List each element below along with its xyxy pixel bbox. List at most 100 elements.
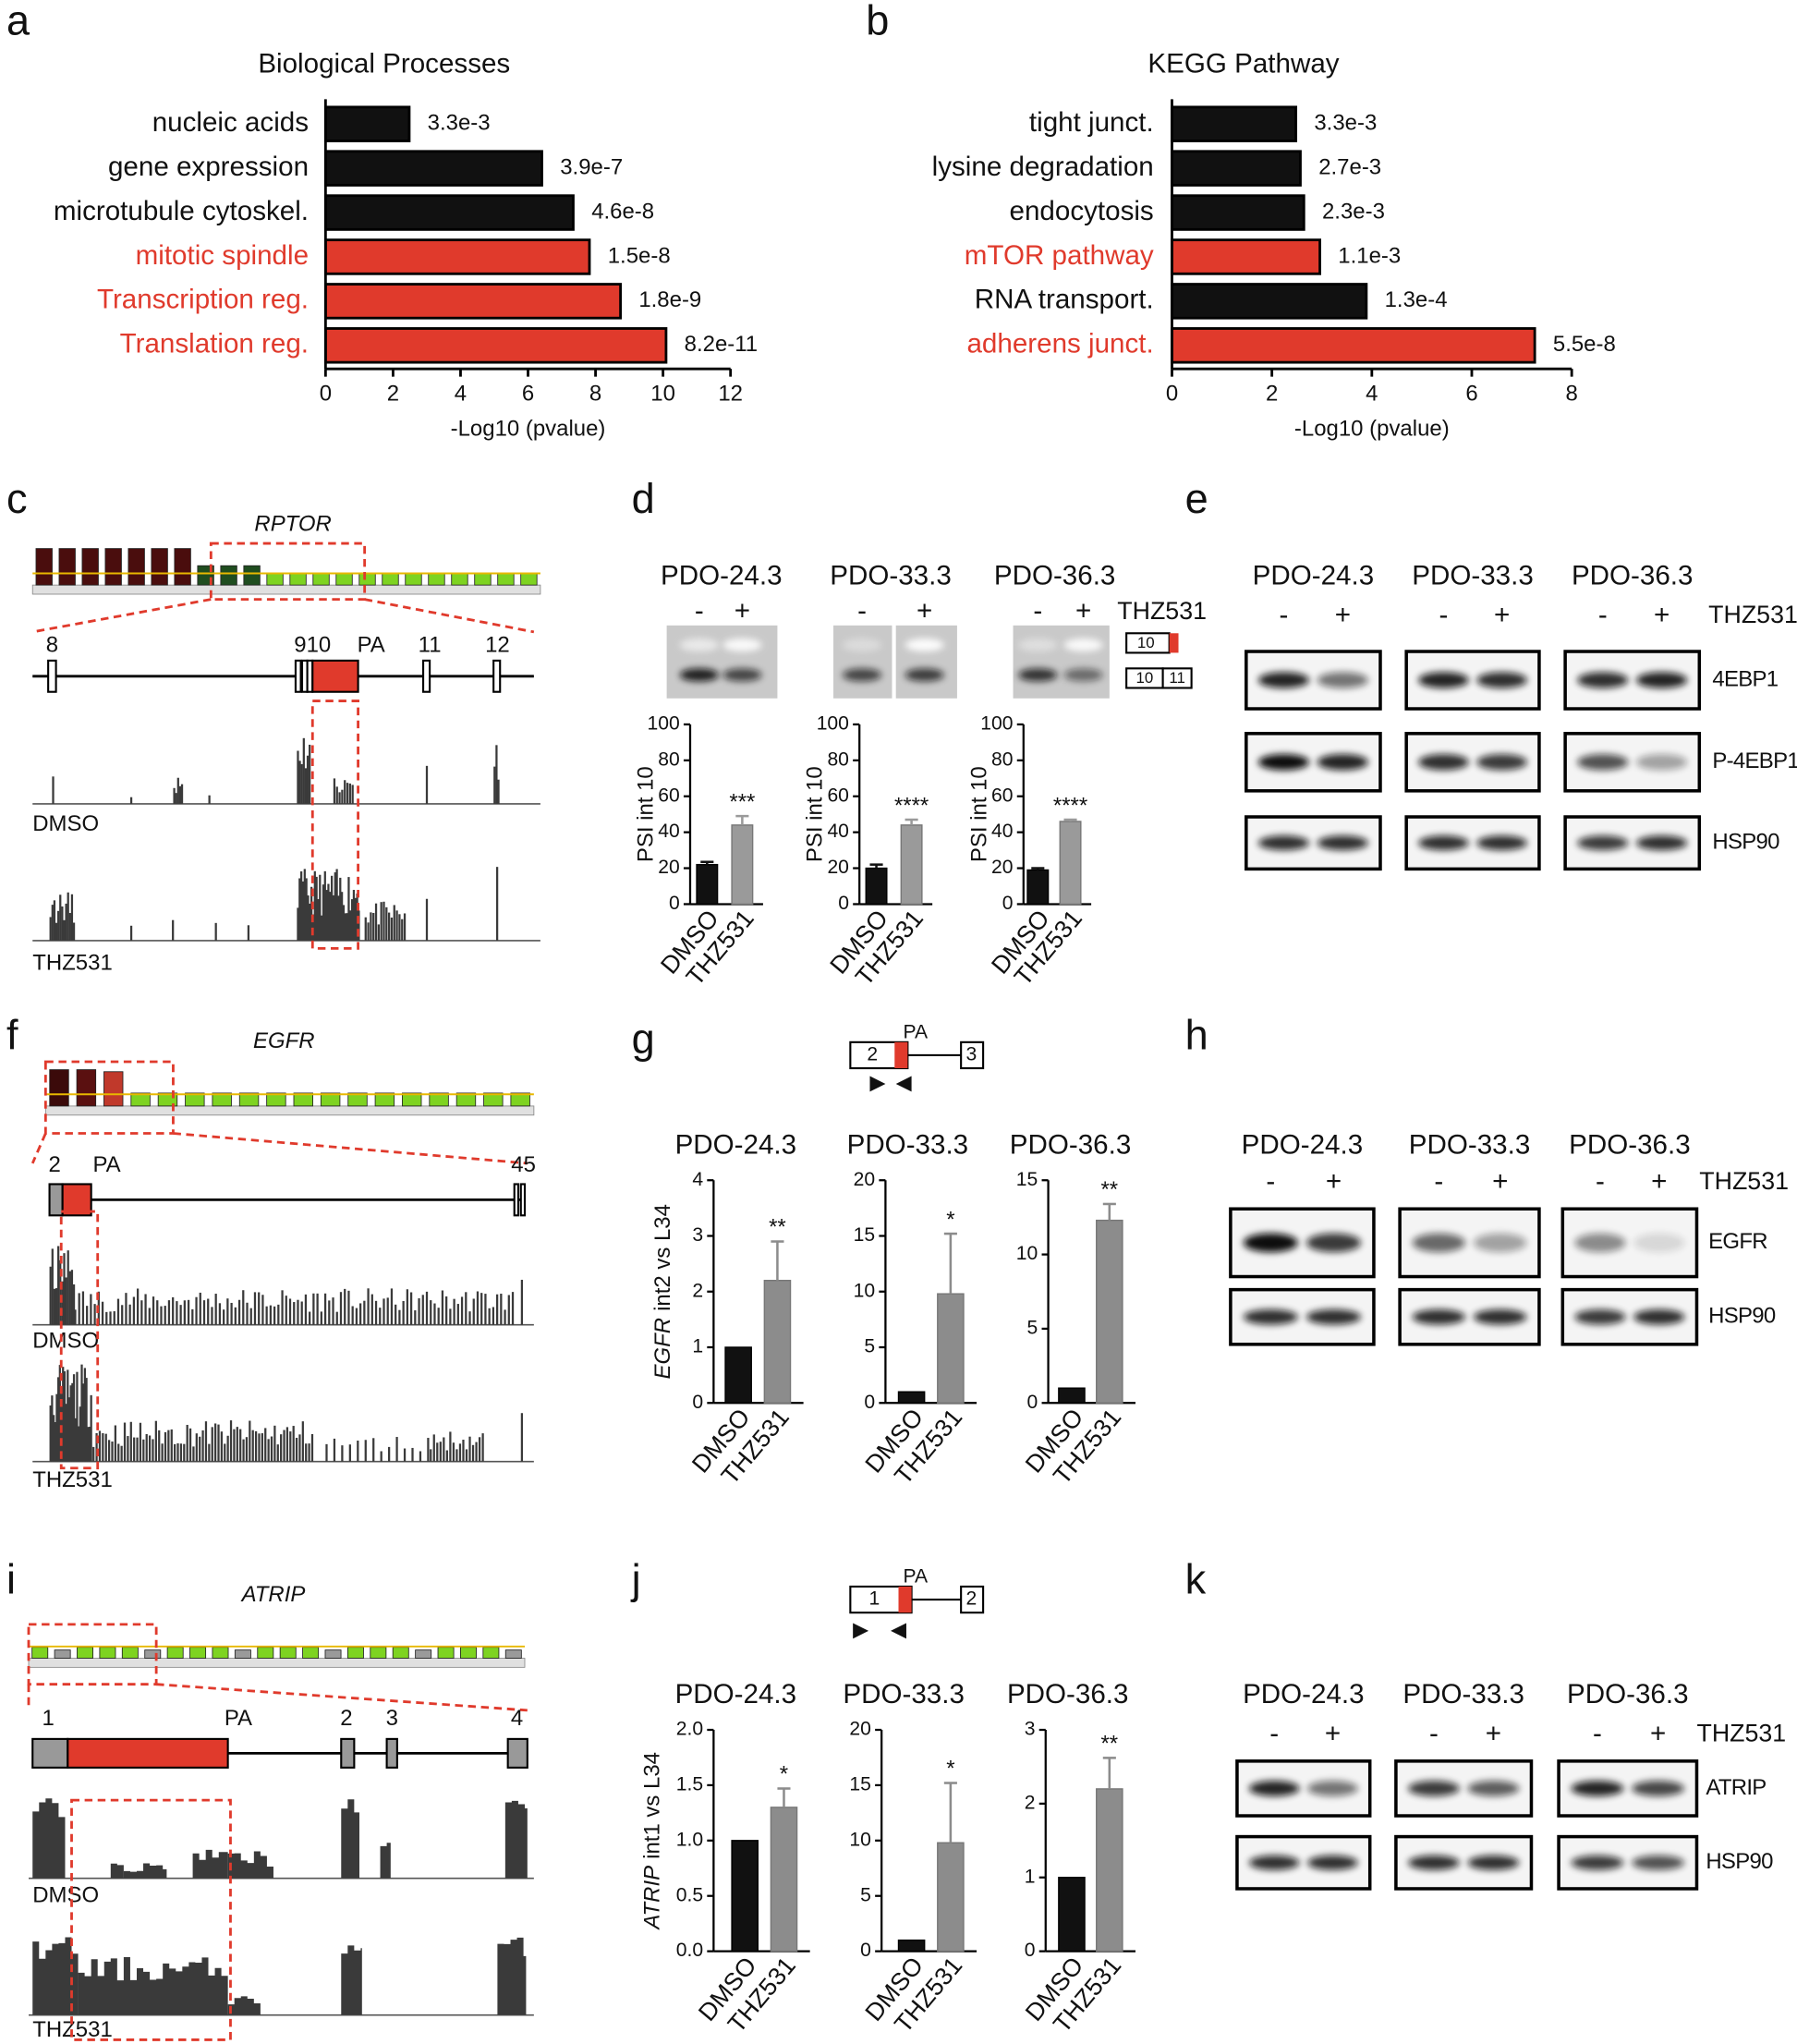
coverage-bar [337,895,340,941]
coverage-bar [72,1374,76,1462]
scheme-exon [960,1585,985,1614]
coverage-bar [65,903,67,941]
bar [937,1293,965,1404]
track-summary-bar [238,1092,260,1107]
y-tick-label: 60 [658,785,680,806]
coverage-bar [497,779,500,804]
y-tick-label: 15 [854,1224,876,1246]
track-summary-bar [405,572,422,586]
coverage-bar [254,1430,258,1462]
x-tick-label: 0 [1166,382,1178,407]
coverage-bar [246,1302,249,1325]
coverage-bar [344,780,346,804]
y-tick-label: 60 [827,785,849,806]
category-label: nucleic acids [152,107,309,138]
coverage-bar [352,890,356,941]
category-label: Transcription reg. [97,285,309,315]
coverage-bar [62,1367,65,1462]
track-summary-bar [510,1092,530,1107]
sample-label: PDO-33.3 [1409,1129,1531,1160]
treatment-sign: + [1075,596,1091,627]
coverage-bar [167,1300,171,1325]
coverage-bar [332,894,335,941]
category-label: mTOR pathway [965,240,1154,271]
isoform-label: 11 [1169,669,1185,687]
coverage-bar [63,919,66,941]
y-tick-label: 5 [1027,1317,1038,1338]
coverage-bar [61,1281,64,1325]
track-summary-bar [151,548,168,586]
exon-label: 12 [485,633,510,658]
coverage-bar [297,750,299,804]
protein-label: ATRIP [1706,1775,1766,1800]
gene-exon [422,659,431,693]
track-summary-bar [382,572,399,586]
coverage-bar [354,897,357,941]
pvalue-label: 1.5e-8 [608,243,671,268]
track-summary-bar [99,1647,116,1659]
gel-band [842,638,882,652]
blot-band [1474,1233,1527,1253]
coverage-bar [468,1311,471,1325]
coverage-bar [304,768,308,804]
coverage-bar [453,1298,455,1325]
track-summary-bar [293,1092,313,1107]
coverage-block [497,1937,527,2015]
coverage-bar [113,1311,115,1325]
coverage-bar [208,1443,211,1462]
coverage-bar [55,1288,58,1325]
coverage-bar [364,917,367,941]
coverage-bar [351,785,354,804]
y-tick-label: 1 [692,1336,703,1357]
scheme-label: 2 [966,1588,977,1610]
coverage-bar [388,912,391,941]
track-summary-bar [504,1649,522,1659]
gel-band [1063,668,1103,682]
exon-label: 2 [49,1152,61,1177]
panel-letter: b [866,0,889,44]
coverage-bar [348,783,351,804]
y-axis-label: EGFR int2 vs L34 [650,1204,675,1379]
y-axis-label-text: int2 vs L34 [650,1204,675,1311]
y-tick-label: 40 [991,821,1014,842]
coverage-bar [333,1438,336,1462]
y-tick-label: 5 [864,1336,875,1357]
gene-exon [519,1183,527,1217]
coverage-bar [233,1429,236,1462]
exon-label: 1 [42,1706,54,1731]
bar [897,1939,926,1953]
zoom-line [173,1132,528,1165]
track-summary-bar [166,1647,184,1659]
treatment-sign: - [1439,600,1448,630]
coverage-bar [251,1430,254,1462]
coverage-bar [140,1300,143,1325]
coverage-bar [355,1308,358,1325]
protein-label: HSP90 [1712,830,1779,855]
coverage-bar [359,1303,362,1325]
bar [1058,1387,1086,1404]
coverage-bar [338,792,341,804]
coverage-bar [129,797,133,804]
coverage-bar [167,1430,170,1462]
y-tick-label: 2 [1025,1792,1036,1813]
coverage-bar [425,765,429,804]
coverage-bar [300,763,303,804]
coverage-bar [350,899,354,941]
coverage-bar [83,1368,87,1462]
coverage-bar [468,1436,471,1462]
coverage-bar [367,1288,370,1325]
coverage-bar [507,1295,510,1325]
coverage-bar [176,1301,178,1325]
coverage-bar [180,784,184,804]
blot-band [1467,1855,1520,1870]
coverage-bar [217,1424,220,1462]
x-axis-label: -Log10 (pvalue) [451,417,606,442]
y-tick-label: 20 [658,857,680,878]
coverage-bar [351,1306,354,1325]
coverage-bar [74,1417,77,1462]
gene-pa [67,1737,229,1769]
coverage-bar [82,1383,85,1462]
coverage-bar [303,869,306,941]
coverage-bar [52,1415,55,1462]
coverage-bar [71,1382,74,1462]
